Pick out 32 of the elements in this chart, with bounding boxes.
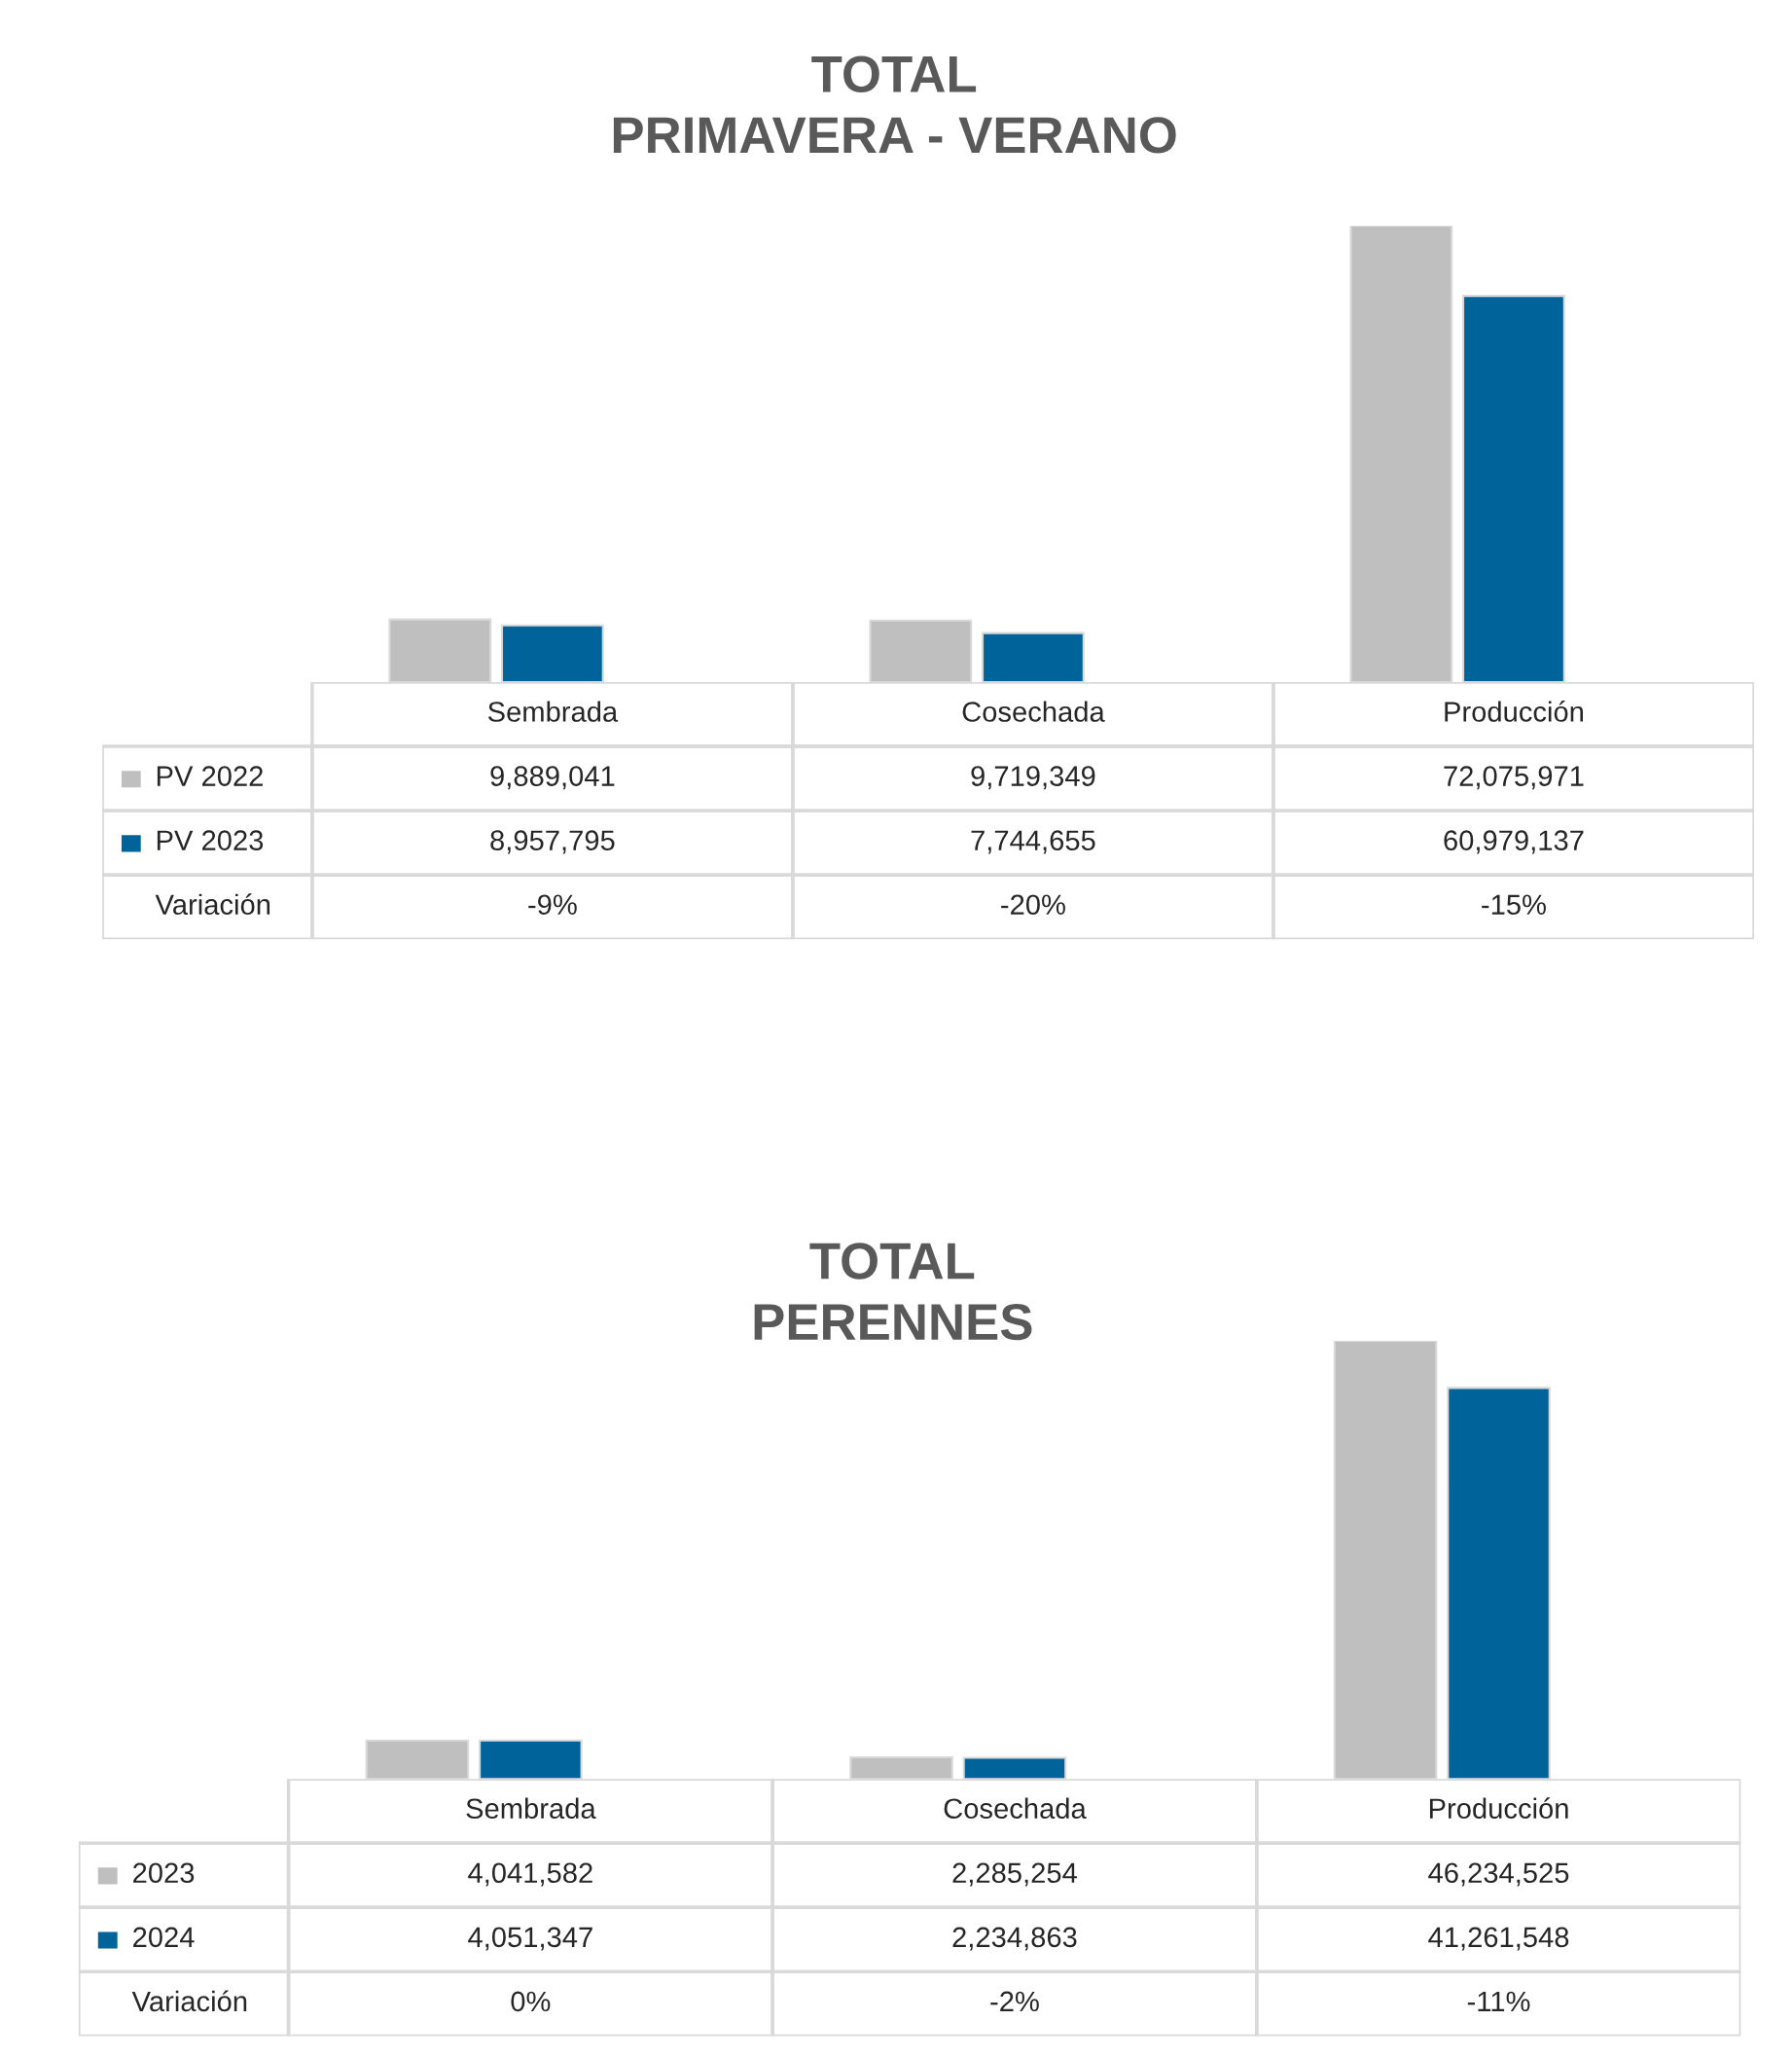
legend-label: 2023 xyxy=(133,1862,195,1884)
chart-title: TOTAL PRIMAVERA - VERANO xyxy=(613,55,1176,154)
x-tick-label: Cosechada xyxy=(962,701,1105,722)
text: 0% xyxy=(511,1991,551,2012)
x-tick-label: Producción xyxy=(1429,1797,1568,1820)
legend-label: 2024 xyxy=(133,1927,195,1948)
data-label: 41,261,548 xyxy=(1428,1927,1569,1951)
text: -2% xyxy=(990,1991,1039,2012)
text: -15% xyxy=(1482,894,1546,916)
x-tick-label: Producción xyxy=(1445,701,1584,722)
x-tick-label: Sembrada xyxy=(487,701,619,722)
data-label: 46,234,525 xyxy=(1428,1862,1569,1887)
legend-label: PV 2023 xyxy=(157,830,264,850)
data-label: 4,041,582 xyxy=(468,1862,592,1887)
data-label: 9,719,349 xyxy=(971,766,1095,790)
x-tick-label: Cosechada xyxy=(944,1797,1087,1820)
text: -11% xyxy=(1467,1991,1530,2012)
data-label: 2,234,863 xyxy=(952,1927,1077,1951)
data-label: 72,075,971 xyxy=(1444,766,1584,790)
text: Variación xyxy=(131,1990,247,2012)
data-label: 8,957,795 xyxy=(490,830,615,854)
data-label: 2,285,254 xyxy=(952,1862,1077,1887)
text: -9% xyxy=(528,894,577,916)
text: Variación xyxy=(155,893,270,916)
data-label: 7,744,655 xyxy=(971,830,1095,854)
text: -20% xyxy=(1001,894,1065,916)
data-label: 4,051,347 xyxy=(468,1927,592,1951)
data-label: 9,889,041 xyxy=(490,766,615,790)
data-label: 60,979,137 xyxy=(1444,830,1584,854)
chart-title: TOTAL PERENNES xyxy=(754,1243,1032,1341)
legend-label: PV 2022 xyxy=(157,766,263,786)
x-tick-label: Sembrada xyxy=(466,1797,596,1820)
